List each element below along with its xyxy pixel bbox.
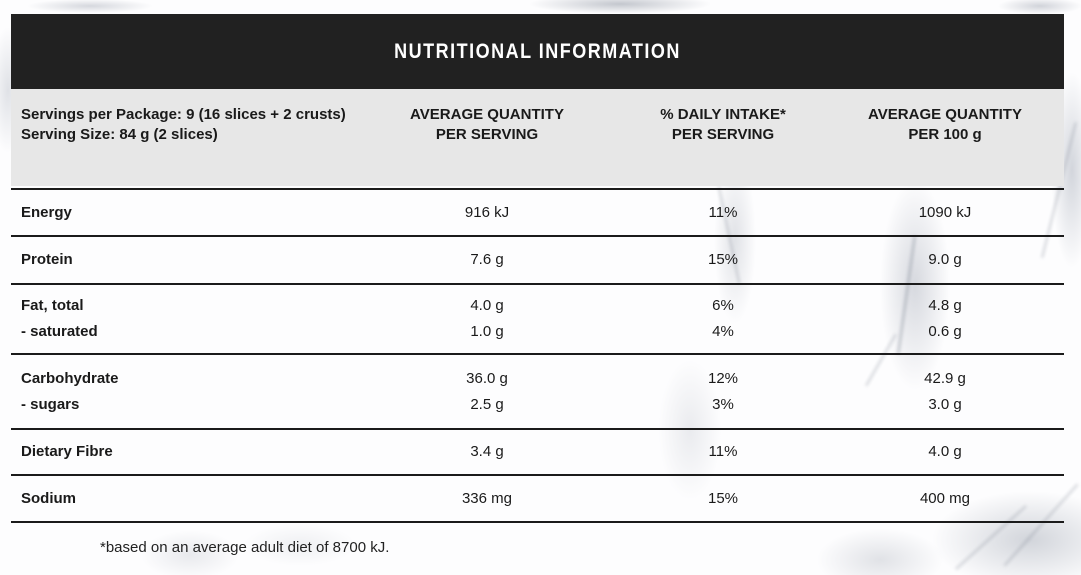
value-per-100g: 42.9 g 3.0 g (826, 366, 1064, 418)
nutrient-name: Sodium (21, 489, 76, 507)
panel-title: NUTRITIONAL INFORMATION (394, 39, 681, 63)
value-line: 2.5 g (470, 395, 504, 413)
value-per-100g: 1090 kJ (918, 203, 972, 221)
nutrient-name: Energy (21, 203, 72, 221)
nutrient-row-carbohydrate: Carbohydrate - sugars 36.0 g 2.5 g 12% 3… (11, 353, 1064, 428)
value-line: 1.0 g (470, 323, 504, 340)
column-header-avg-per-serving: AVERAGE QUANTITY PER SERVING (354, 105, 620, 186)
nutrient-name-sub: - sugars (21, 395, 80, 413)
value-daily-intake: 15% (707, 251, 739, 268)
value-per-100g: 4.8 g 0.6 g (826, 293, 1064, 345)
panel-title-bar: NUTRITIONAL INFORMATION (11, 14, 1064, 89)
nutrient-row-dietary-fibre: Dietary Fibre 3.4 g 11% 4.0 g (11, 428, 1064, 474)
value-per-100g: 400 mg (919, 489, 971, 507)
value-per-serving: 36.0 g 2.5 g (354, 366, 620, 418)
value-per-100g: 9.0 g (928, 251, 962, 268)
nutrient-name: Dietary Fibre (21, 443, 113, 460)
nutrient-name-main: Fat, total (21, 297, 84, 314)
serving-size: Serving Size: 84 g (2 slices) (21, 126, 218, 143)
value-per-serving: 3.4 g (470, 443, 504, 460)
value-line: 4.8 g (928, 297, 962, 314)
column-header-line: PER SERVING (435, 126, 539, 143)
value-line: 36.0 g (466, 369, 508, 387)
nutrient-row-fat: Fat, total - saturated 4.0 g 1.0 g 6% 4%… (11, 283, 1064, 353)
column-header-line: % DAILY INTAKE* (660, 106, 786, 123)
value-daily-intake: 11% (708, 443, 738, 460)
servings-per-package: Servings per Package: 9 (16 slices + 2 c… (21, 106, 346, 123)
nutrient-name-sub: - saturated (21, 323, 98, 340)
serving-info: Servings per Package: 9 (16 slices + 2 c… (11, 105, 354, 186)
value-line: 4% (712, 323, 734, 340)
value-daily-intake: 6% 4% (620, 293, 826, 345)
value-daily-intake: 12% 3% (620, 366, 826, 418)
value-line: 42.9 g (924, 369, 966, 387)
value-line: 6% (712, 297, 734, 314)
table-header-row: Servings per Package: 9 (16 slices + 2 c… (11, 89, 1064, 186)
value-daily-intake: 15% (707, 489, 739, 507)
value-line: 4.0 g (470, 297, 504, 314)
value-per-serving: 336 mg (461, 489, 513, 507)
nutrient-name: Carbohydrate - sugars (11, 366, 354, 418)
value-line: 3.0 g (928, 395, 962, 413)
table-body: Energy 916 kJ 11% 1090 kJ Protein 7.6 g … (11, 188, 1064, 523)
column-header-daily-intake: % DAILY INTAKE* PER SERVING (620, 105, 826, 186)
value-per-serving: 4.0 g 1.0 g (354, 293, 620, 345)
value-line: 3% (712, 395, 734, 413)
column-header-avg-per-100g: AVERAGE QUANTITY PER 100 g (826, 105, 1064, 186)
column-header-line: PER 100 g (908, 126, 982, 143)
nutrient-row-sodium: Sodium 336 mg 15% 400 mg (11, 474, 1064, 521)
value-per-100g: 4.0 g (928, 443, 962, 460)
nutrient-row-energy: Energy 916 kJ 11% 1090 kJ (11, 188, 1064, 235)
value-line: 0.6 g (928, 323, 962, 340)
column-header-line: PER SERVING (671, 126, 775, 143)
nutrient-name: Protein (21, 251, 73, 268)
column-header-line: AVERAGE QUANTITY (868, 106, 1022, 123)
nutrient-name: Fat, total - saturated (11, 293, 354, 345)
value-daily-intake: 11% (708, 203, 738, 221)
nutrient-name-main: Carbohydrate (21, 369, 119, 387)
value-per-serving: 916 kJ (464, 203, 510, 221)
value-line: 12% (707, 369, 739, 387)
nutrition-panel: NUTRITIONAL INFORMATION Servings per Pac… (11, 14, 1064, 556)
column-header-line: AVERAGE QUANTITY (410, 106, 564, 123)
footnote: *based on an average adult diet of 8700 … (100, 539, 390, 556)
nutrient-row-protein: Protein 7.6 g 15% 9.0 g (11, 235, 1064, 283)
value-per-serving: 7.6 g (470, 251, 504, 268)
